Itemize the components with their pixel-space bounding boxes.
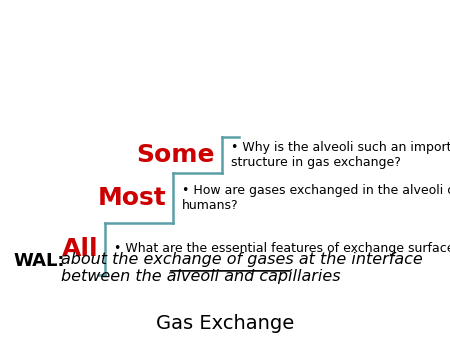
Text: • What are the essential features of exchange surfaces?: • What are the essential features of exc…: [114, 242, 450, 255]
Text: Gas Exchange: Gas Exchange: [156, 314, 294, 333]
Text: Most: Most: [97, 186, 166, 210]
Text: Some: Some: [136, 143, 215, 167]
Text: about the exchange of gases at the interface
between the alveoli and capillaries: about the exchange of gases at the inter…: [61, 252, 423, 284]
Text: WAL:: WAL:: [14, 252, 65, 270]
Text: • Why is the alveoli such an important
structure in gas exchange?: • Why is the alveoli such an important s…: [230, 141, 450, 169]
Text: • How are gases exchanged in the alveoli of
humans?: • How are gases exchanged in the alveoli…: [182, 184, 450, 212]
Text: All: All: [62, 237, 98, 261]
